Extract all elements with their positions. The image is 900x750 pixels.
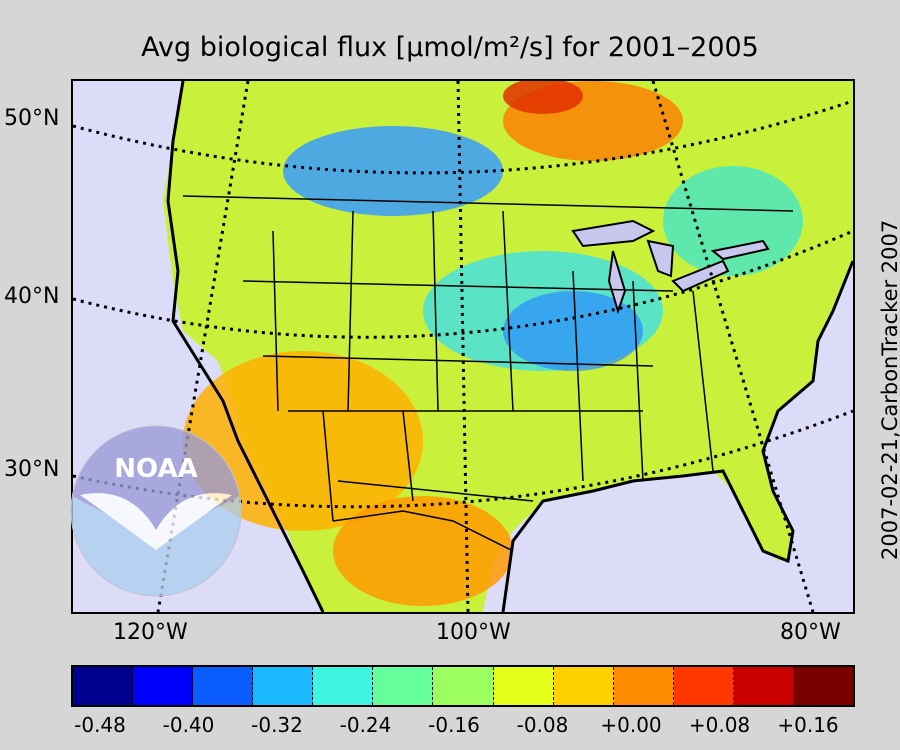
colorbar-segment — [553, 667, 614, 705]
colorbar-tick-label: -0.32 — [251, 713, 303, 737]
orange-region-southwest — [183, 351, 423, 531]
orange-region-mexico — [333, 496, 513, 606]
lon-label-100: 100°W — [436, 620, 511, 645]
colorbar-tick-label: +0.08 — [688, 713, 751, 737]
colorbar-segment — [613, 667, 674, 705]
noaa-logo-text: NOAA — [114, 454, 197, 484]
colorbar-tick-label: +0.16 — [777, 713, 839, 737]
lon-label-120: 120°W — [113, 620, 188, 645]
colorbar-tick-label: -0.08 — [516, 713, 569, 737]
colorbar-segment — [133, 667, 194, 705]
colorbar-tick-label: -0.48 — [74, 713, 126, 737]
lat-label-30: 30°N — [4, 457, 60, 482]
colorbar-tick-label: +0.00 — [600, 713, 662, 737]
blue-region-north — [283, 126, 503, 216]
lat-label-40: 40°N — [4, 284, 60, 309]
colorbar — [71, 665, 855, 707]
colorbar-segment — [673, 667, 734, 705]
flux-map — [71, 79, 855, 614]
colorbar-segment — [733, 667, 794, 705]
side-credit-label: 2007-02-21,CarbonTracker 2007 — [878, 219, 900, 560]
map-title: Avg biological flux [µmol/m²/s] for 2001… — [141, 32, 759, 63]
coastline — [166, 81, 853, 612]
red-region-canada — [503, 81, 583, 114]
blue-region-midwest — [503, 291, 643, 371]
colorbar-tick-label: -0.40 — [162, 713, 215, 737]
lon-label-80: 80°W — [780, 620, 841, 645]
colorbar-segment — [313, 667, 374, 705]
great-lakes — [571, 219, 770, 315]
colorbar-segment — [73, 667, 134, 705]
colorbar-segment — [193, 667, 254, 705]
lat-label-50: 50°N — [4, 106, 60, 131]
colorbar-segment — [253, 667, 314, 705]
noaa-logo: NOAA — [70, 425, 242, 597]
colorbar-segment — [493, 667, 554, 705]
colorbar-segment — [373, 667, 434, 705]
colorbar-segment — [433, 667, 494, 705]
gulf-water — [503, 476, 743, 612]
colorbar-tick-label: -0.24 — [339, 713, 392, 737]
colorbar-tick-label: -0.16 — [428, 713, 480, 737]
colorbar-segment — [793, 667, 854, 705]
